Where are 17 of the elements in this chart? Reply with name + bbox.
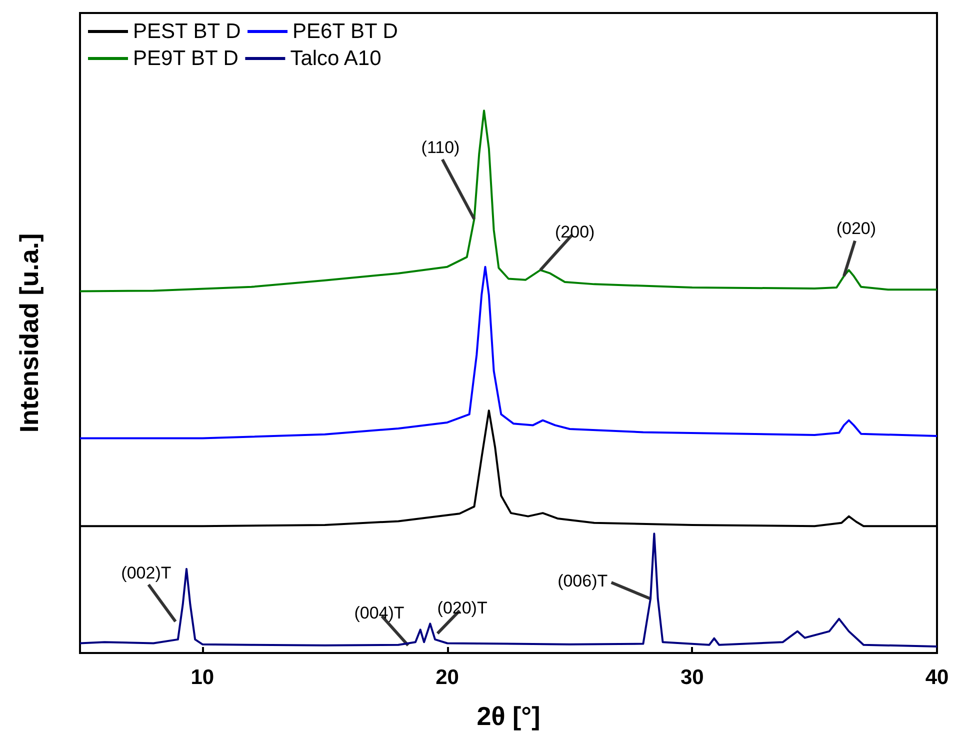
x-tick-label: 20 (436, 666, 459, 689)
legend-label: Talco A10 (290, 47, 382, 70)
legend-label: PEST BT D (133, 20, 241, 43)
annotation: (006)T (558, 571, 608, 590)
annotation: (020) (836, 218, 876, 238)
x-axis-title: 2θ [°] (476, 701, 540, 731)
x-tick-label: 10 (190, 666, 214, 689)
y-axis-title: Intensidad [u.a.] (14, 233, 44, 433)
annotation: (200) (555, 222, 595, 242)
legend-label: PE9T BT D (133, 47, 238, 70)
annotation: (020)T (437, 598, 488, 618)
annotation: (002)T (121, 563, 172, 582)
legend-label: PE6T BT D (292, 20, 398, 43)
annotation: (004)T (354, 604, 404, 623)
x-tick-label: 30 (680, 666, 704, 689)
x-tick-label: 40 (925, 666, 949, 689)
annotation: (110) (421, 138, 460, 157)
